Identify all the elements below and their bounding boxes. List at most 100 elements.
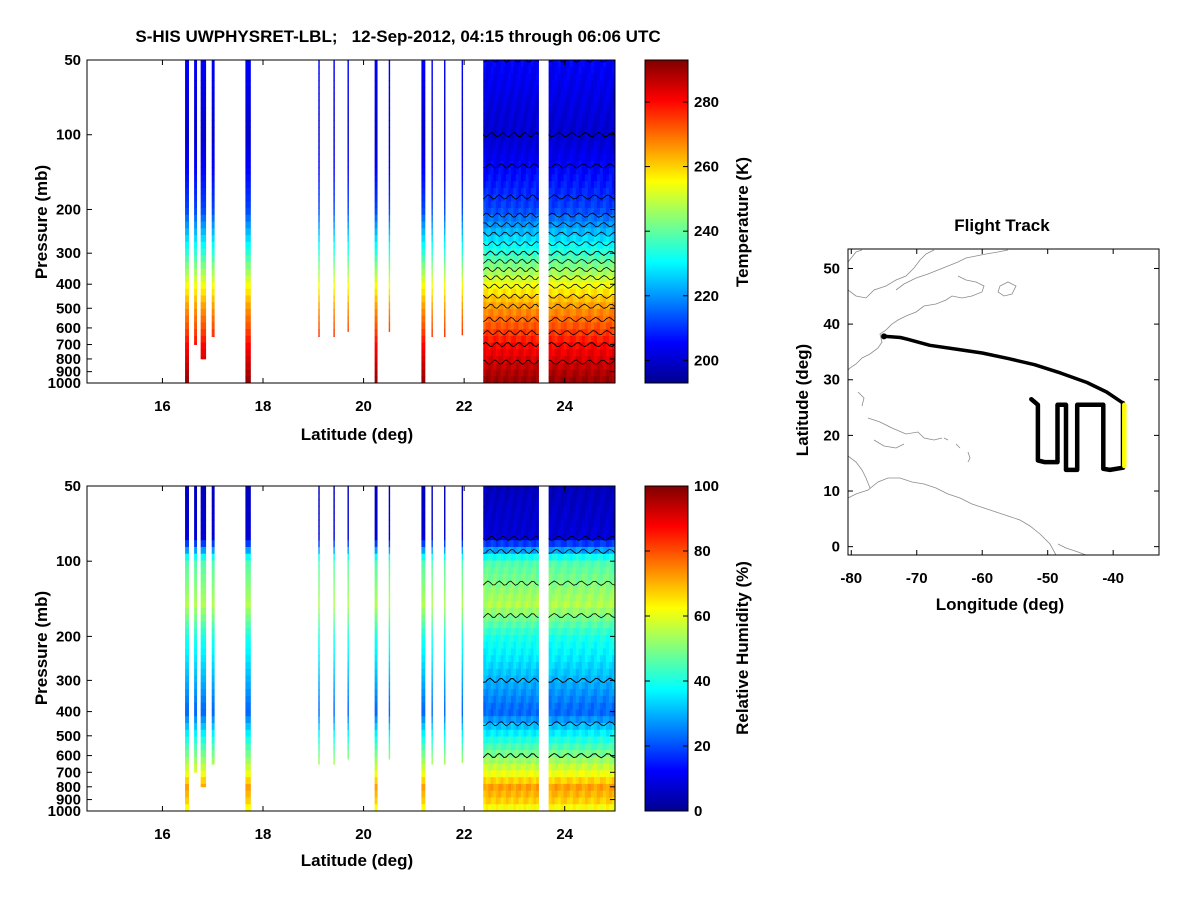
heatmap-cell [602,369,607,377]
heatmap-cell [599,234,604,243]
heatmap-cell [554,268,559,276]
heatmap-cell [575,201,580,209]
heatmap-cell [374,86,378,95]
heatmap-cell [533,540,537,548]
heatmap-cell [523,628,527,636]
heatmap-cell [523,634,527,643]
heatmap-cell [200,86,207,95]
heatmap-cell [528,73,532,81]
heatmap-cell [503,574,507,582]
heatmap-cell [510,234,514,243]
heatmap-cell [461,574,464,582]
heatmap-cell [200,587,207,595]
heatmap-cell [572,275,577,283]
heatmap-cell [525,783,529,792]
heatmap-cell [523,689,527,697]
heatmap-cell [551,329,556,337]
heatmap-cell [211,750,215,758]
heatmap-cell [560,66,565,74]
heatmap-cell [554,302,559,310]
y-tick-label: 400 [56,276,81,293]
heatmap-cell [318,60,320,68]
heatmap-cell [461,736,464,744]
heatmap-cell [572,675,577,683]
heatmap-cell [333,763,335,765]
heatmap-cell [599,160,604,169]
heatmap-cell [515,763,519,771]
heatmap-cell [347,601,349,609]
heatmap-cell [515,607,519,616]
heatmap-cell [528,302,532,310]
heatmap-cell [347,533,349,541]
heatmap-cell [608,93,613,101]
heatmap-cell [575,369,580,377]
heatmap-cell [485,349,489,357]
heatmap-cell [503,80,507,88]
heatmap-cell [531,594,534,602]
heatmap-cell [560,288,565,296]
heatmap-cell [505,648,509,656]
heatmap-cell [515,93,519,101]
heatmap-cell [485,201,489,209]
heatmap-cell [513,783,517,792]
heatmap-cell [200,140,207,148]
heatmap-cell [461,621,464,629]
heatmap-cell [200,154,207,162]
heatmap-cell [505,167,509,175]
heatmap-cell [485,154,489,162]
heatmap-cell [531,641,534,649]
heatmap-cell [483,362,487,370]
heatmap-cell [515,282,519,290]
heatmap-cell [483,574,487,582]
heatmap-cell [483,790,487,798]
heatmap-cell [500,127,504,135]
heatmap-cell [500,567,504,575]
heatmap-cell [498,560,502,568]
heatmap-cell [602,154,607,162]
heatmap-cell [508,255,512,263]
heatmap-cell [485,208,489,216]
heatmap-cell [185,181,189,189]
heatmap-cell [211,641,215,649]
heatmap-cell [515,362,519,370]
heatmap-cell [554,282,559,290]
heatmap-cell [510,553,514,561]
heatmap-cell [513,86,517,95]
heatmap-cell [523,513,527,521]
heatmap-cell [444,73,446,81]
heatmap-cell [515,86,519,95]
heatmap-cell [498,282,502,290]
heatmap-cell [510,302,514,310]
heatmap-cell [245,675,251,683]
heatmap-cell [495,194,499,202]
heatmap-cell [569,80,574,88]
heatmap-cell [510,689,514,697]
heatmap-cell [318,722,320,731]
heatmap-cell [347,86,349,95]
heatmap-cell [495,763,499,771]
heatmap-cell [611,268,615,276]
heatmap-cell [520,93,524,101]
heatmap-cell [194,743,198,751]
temperature-axes-box [86,59,616,384]
heatmap-cell [318,662,320,670]
heatmap-cell [483,513,487,521]
heatmap-cell [200,261,207,270]
heatmap-cell [488,221,492,229]
heatmap-cell [531,499,534,507]
heatmap-cell [200,546,207,555]
heatmap-cell [523,322,527,330]
heatmap-cell [525,201,529,209]
heatmap-cell [557,356,562,364]
heatmap-cell [533,567,537,575]
heatmap-cell [599,288,604,296]
heatmap-cell [333,587,335,595]
heatmap-cell [374,107,378,115]
heatmap-cell [611,86,615,95]
heatmap-cell [505,322,509,330]
heatmap-cell [185,147,189,155]
heatmap-cell [551,662,556,670]
heatmap-cell [374,783,378,792]
heatmap-cell [602,160,607,169]
heatmap-cell [548,201,553,209]
